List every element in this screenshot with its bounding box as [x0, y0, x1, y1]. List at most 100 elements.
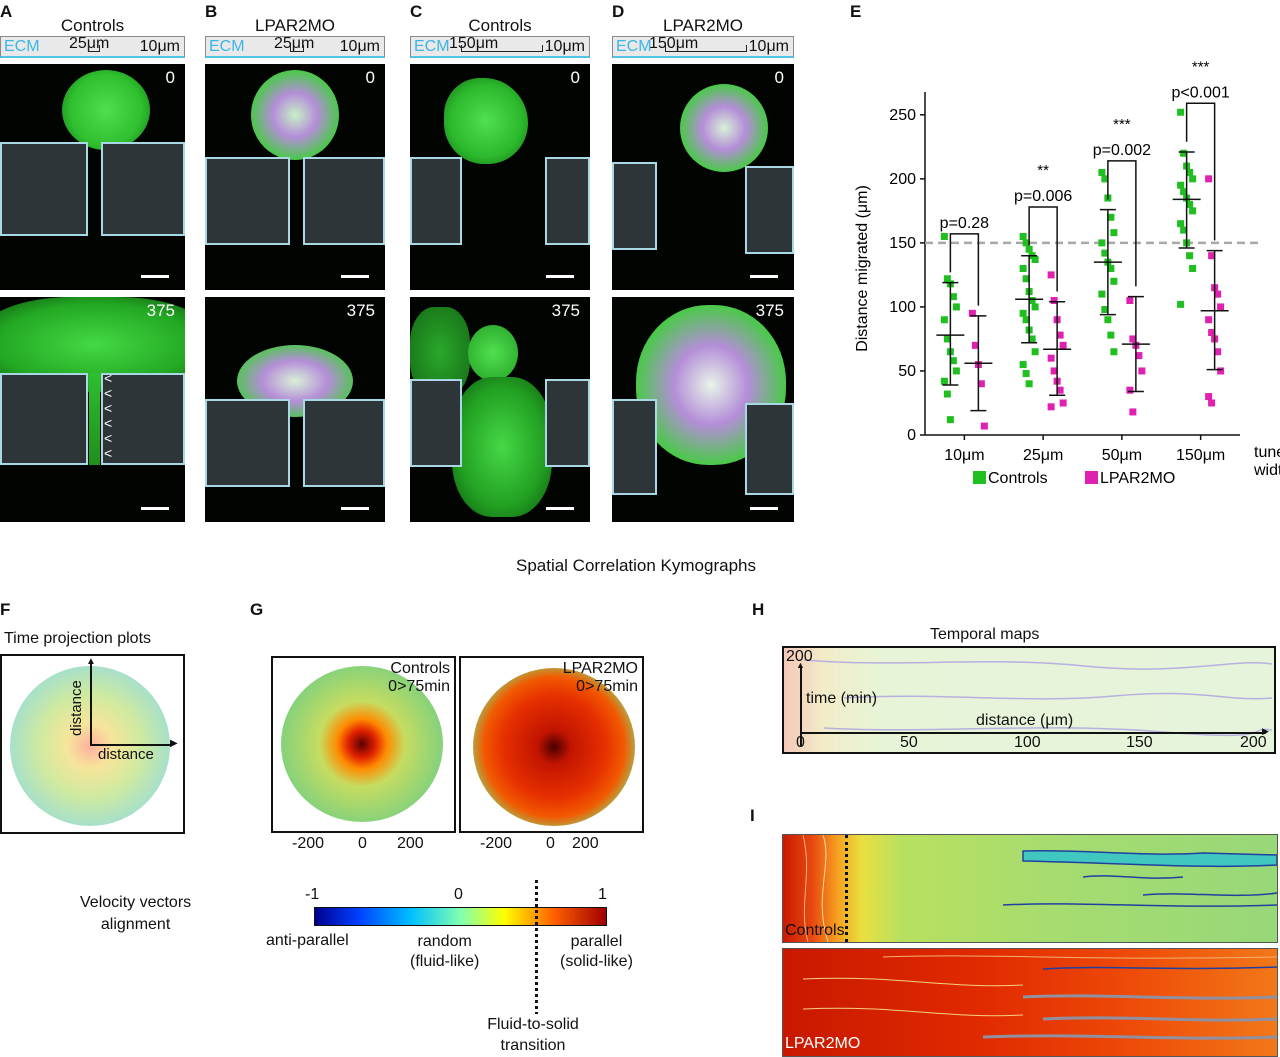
x-tick-label: 50μm	[1102, 447, 1142, 464]
y-tick-label: 150	[889, 235, 916, 252]
y-axis-label: Distance migrated (μm)	[854, 185, 871, 352]
data-point-lpar2mo	[1217, 303, 1225, 311]
scale-bar	[750, 275, 778, 278]
data-point-lpar2mo	[1214, 348, 1222, 356]
colorbar-mid-1: random	[417, 933, 472, 950]
ecm-block	[101, 373, 185, 465]
data-point-lpar2mo	[1050, 367, 1058, 375]
data-point-lpar2mo	[1129, 335, 1137, 343]
data-point-controls	[952, 367, 960, 375]
gap-label: 10μm	[748, 38, 789, 55]
h-y-top: 200	[786, 648, 813, 665]
chart-distance-migrated: 0 50 100 150 200 250 Distance migrated (μm) 10μ…	[854, 58, 1280, 487]
micrograph-c-t0: 0	[410, 64, 590, 290]
ecm-block	[545, 157, 590, 245]
colorbar-tick: 0	[454, 886, 463, 903]
data-point-lpar2mo	[1138, 367, 1146, 375]
panel-letter-b: B	[205, 2, 218, 21]
colorbar-right-1: parallel	[570, 933, 623, 950]
data-point-controls	[1177, 220, 1185, 228]
data-point-controls	[1107, 331, 1115, 339]
scale-bar	[750, 507, 778, 510]
data-point-controls	[1107, 265, 1115, 272]
data-point-controls	[1189, 265, 1197, 272]
colorbar-gradient	[314, 907, 607, 926]
x-tick-label: 10μm	[944, 447, 984, 464]
scale-bar	[341, 507, 369, 510]
p-value-label: p=0.28	[940, 215, 989, 232]
data-point-lpar2mo	[1208, 399, 1216, 407]
kymograph-contours	[802, 835, 1277, 942]
data-point-lpar2mo	[1126, 297, 1134, 305]
significance-stars: ***	[1192, 58, 1210, 75]
tunnel-width-label: 150μm	[649, 35, 699, 52]
data-point-lpar2mo	[977, 380, 985, 388]
legend-label-controls: Controls	[988, 470, 1048, 487]
panel-a-title: Controls	[60, 16, 125, 35]
y-tick-label: 50	[898, 363, 916, 380]
section-title: Spatial Correlation Kymographs	[515, 556, 756, 575]
time-label: 375	[551, 301, 580, 320]
ecm-label: ECM	[4, 38, 40, 55]
ecm-block	[612, 399, 657, 495]
cell-cluster	[468, 325, 518, 381]
data-point-controls	[1177, 300, 1185, 308]
tunnel-bracket	[88, 45, 100, 52]
ecm-block	[303, 157, 385, 245]
data-point-controls	[1098, 239, 1106, 247]
tunnel-bracket	[461, 45, 543, 52]
data-point-lpar2mo	[1056, 331, 1064, 339]
ecm-block	[303, 399, 385, 487]
panel-d-title: LPAR2MO	[663, 16, 743, 35]
data-point-controls	[940, 316, 948, 324]
data-point-controls	[1019, 361, 1027, 369]
data-point-controls	[1107, 213, 1115, 221]
significance-stars: ***	[1113, 116, 1131, 133]
transition-label-1: Fluid-to-solid	[487, 1016, 579, 1033]
data-point-controls	[952, 303, 960, 311]
legend-label-lpar2mo: LPAR2MO	[1100, 470, 1175, 487]
h-y-axis	[800, 666, 802, 746]
colorbar-tick: 1	[598, 886, 607, 903]
gap-label: 10μm	[339, 38, 380, 55]
colorbar-right-label: parallel (solid-like)	[560, 932, 633, 972]
time-label: 375	[146, 301, 175, 320]
legend-swatch-lpar2mo	[1085, 471, 1098, 484]
time-projection-plot: ▲ ▶ distance distance	[0, 654, 185, 834]
correlation-map-lpar2mo: LPAR2MO 0>75min	[459, 656, 644, 833]
y-tick-label: 250	[889, 107, 916, 124]
time-label: 0	[570, 68, 580, 87]
cell-cluster	[452, 377, 552, 517]
p-value-label: p=0.002	[1093, 142, 1151, 159]
significance-bracket	[1028, 206, 1058, 292]
data-point-controls	[949, 293, 957, 301]
arrow-right-icon: ▶	[170, 738, 178, 749]
significance-bracket	[1107, 160, 1137, 287]
data-point-controls	[1189, 207, 1197, 215]
data-point-controls	[943, 390, 951, 398]
correlation-map-controls: Controls 0>75min	[271, 656, 456, 833]
h-x-label: distance (μm)	[976, 712, 1074, 729]
kymograph-label-controls: Controls	[785, 922, 845, 939]
data-point-lpar2mo	[1217, 367, 1225, 375]
data-point-controls	[1177, 108, 1185, 116]
time-label: 0	[165, 68, 175, 87]
g-tick: -200	[292, 835, 325, 852]
g-tick: 0	[358, 835, 367, 852]
cell-cluster	[680, 84, 768, 172]
colorbar-title-1: Velocity vectors	[80, 894, 192, 911]
micrograph-b-t0: 0	[205, 64, 385, 290]
micrograph-a-t375: < < < < < < 375	[0, 297, 185, 522]
h-x-tick: 0	[796, 734, 805, 751]
panel-letter-e: E	[850, 2, 862, 21]
data-point-controls	[1098, 168, 1106, 176]
arrowhead-markers: < < < < < <	[104, 370, 113, 461]
scale-bar	[341, 275, 369, 278]
data-point-controls	[1031, 303, 1039, 311]
panel-letter-d: D	[612, 2, 625, 21]
scale-bar	[141, 507, 169, 510]
data-point-controls	[1101, 175, 1109, 183]
data-point-controls	[1025, 245, 1033, 253]
g-tick: 200	[572, 835, 599, 852]
data-point-lpar2mo	[1208, 252, 1216, 260]
